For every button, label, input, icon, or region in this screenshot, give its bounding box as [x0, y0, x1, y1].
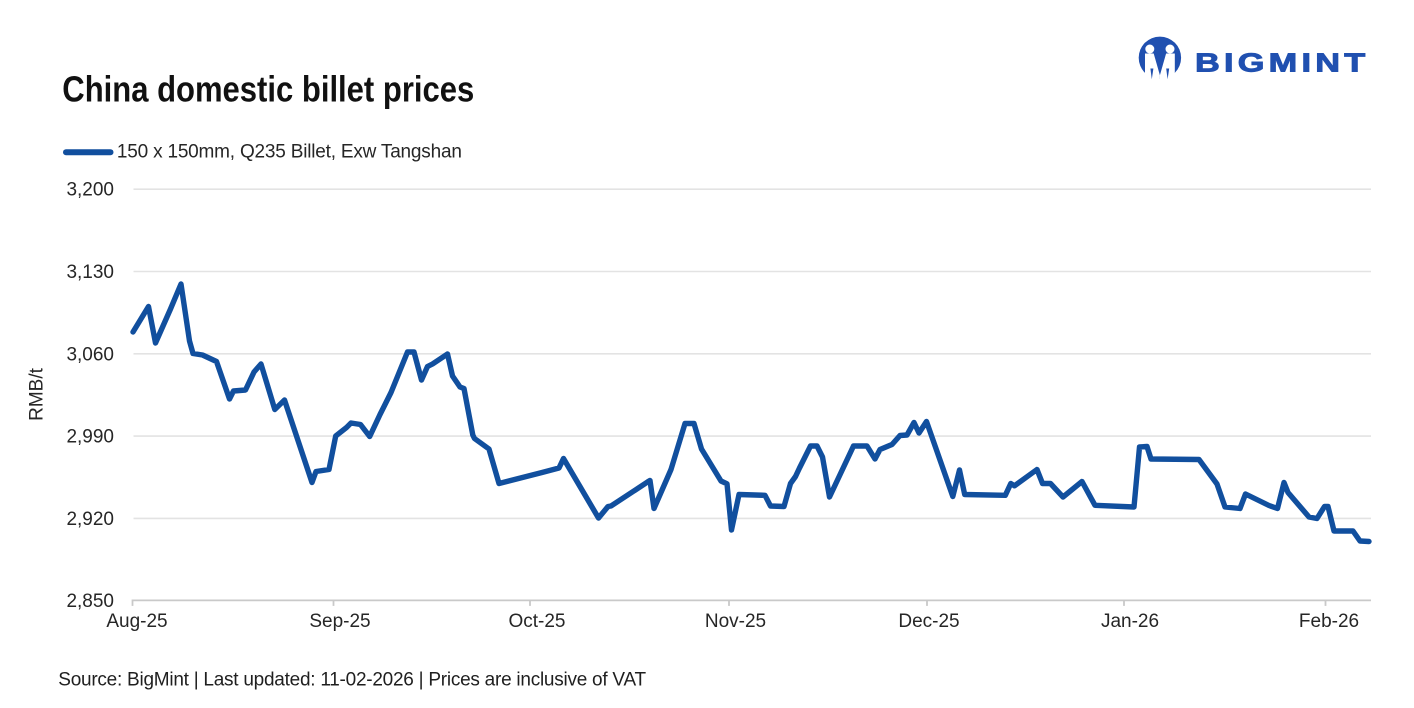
svg-text:Feb-26: Feb-26 [1299, 611, 1359, 632]
svg-text:2,920: 2,920 [66, 509, 114, 530]
svg-text:Aug-25: Aug-25 [106, 611, 167, 632]
svg-text:2,990: 2,990 [66, 427, 114, 448]
svg-text:Dec-25: Dec-25 [898, 611, 959, 632]
svg-text:3,200: 3,200 [66, 180, 114, 201]
svg-text:Sep-25: Sep-25 [309, 611, 370, 632]
svg-text:Oct-25: Oct-25 [508, 611, 565, 632]
svg-text:BIGMINT: BIGMINT [1195, 49, 1369, 78]
svg-text:150 x 150mm, Q235 Billet, Exw: 150 x 150mm, Q235 Billet, Exw Tangshan [117, 142, 462, 163]
svg-text:Source: BigMint | Last updated: Source: BigMint | Last updated: 11-02-20… [58, 669, 646, 690]
svg-text:3,130: 3,130 [66, 262, 114, 283]
svg-text:3,060: 3,060 [66, 344, 114, 365]
svg-text:RMB/t: RMB/t [26, 367, 47, 421]
svg-text:Jan-26: Jan-26 [1101, 611, 1159, 632]
svg-text:Nov-25: Nov-25 [705, 611, 766, 632]
svg-text:2,850: 2,850 [66, 591, 114, 612]
svg-text:China domestic billet prices: China domestic billet prices [62, 70, 474, 110]
